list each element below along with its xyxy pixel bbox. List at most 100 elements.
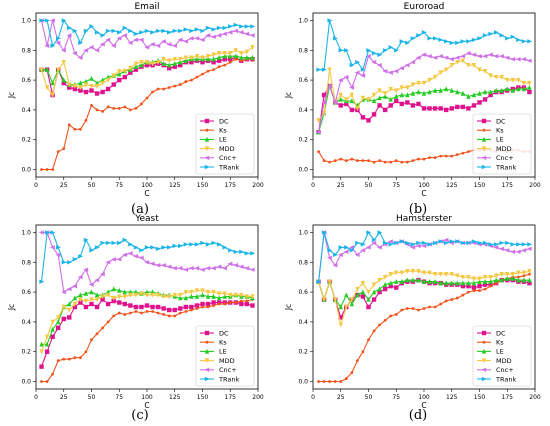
legend-marker [481,376,487,382]
data-point [344,377,348,380]
data-point [482,240,488,246]
data-point [72,295,78,301]
data-point [499,240,505,246]
data-point [95,332,99,336]
data-point [94,91,100,96]
data-point [205,25,211,31]
data-point [111,295,116,301]
data-point [78,297,83,303]
data-point [178,57,183,62]
data-point [432,55,438,60]
data-point [504,55,510,60]
x-tick-label: 25 [60,182,68,189]
data-point [249,33,255,38]
data-point [421,270,427,276]
data-point [411,159,415,163]
legend-entry: Ks [219,127,227,135]
data-point [211,52,216,58]
legend-entry: Cnc+ [496,366,514,374]
data-point [428,305,431,309]
data-point [322,159,326,163]
data-point [361,159,365,163]
data-point [410,90,416,96]
data-point [78,40,84,46]
data-point [527,280,532,286]
data-point [199,37,205,43]
x-tick-label: 175 [225,394,237,401]
data-point [371,289,377,295]
data-point [371,297,377,302]
data-point [39,341,44,347]
data-point [94,304,100,310]
data-point [382,91,388,97]
y-tick-label: 0.2 [298,349,308,356]
data-point [228,53,233,59]
data-point [477,276,482,282]
x-tick-label: 150 [474,182,486,189]
data-point [122,25,128,31]
data-point [188,36,194,41]
data-point [510,57,515,62]
chart-panel: Yeast 0 25 50 75 100 125 150 175 200 0.0 0.2 0.4 0.6 0… [7,214,264,410]
data-point [333,159,337,163]
data-point [233,292,238,298]
data-point [372,160,376,164]
legend-marker [482,128,486,132]
data-point [444,107,449,113]
data-point [139,60,144,65]
data-point [410,245,416,250]
legend-marker [481,146,487,152]
data-point [349,85,355,90]
data-point [44,341,50,347]
data-point [249,267,255,272]
data-point [444,280,449,286]
data-point [461,151,465,155]
x-tick-label: 0 [311,394,315,401]
data-point [50,319,55,325]
data-point [155,263,161,268]
data-point [51,372,55,376]
data-point [66,286,72,292]
x-axis-label: C [144,189,149,198]
y-tick-label: 0.6 [21,77,31,84]
data-point [477,283,482,289]
data-point [399,85,404,91]
data-point [477,67,482,73]
legend-entry: LE [219,136,227,144]
data-point [122,301,127,307]
data-point [128,70,133,75]
x-tick-label: 200 [252,182,264,189]
data-point [349,301,355,307]
data-point [438,280,443,286]
data-point [516,275,520,279]
data-point [377,230,383,235]
data-point [466,62,471,68]
series-cncplus [315,51,532,135]
x-axis-label: C [421,189,426,198]
data-point [371,240,377,246]
data-point [61,80,66,86]
data-point [394,278,399,284]
data-point [78,292,83,298]
data-point [332,100,338,105]
data-point [83,267,89,272]
y-tick-label: 0.0 [298,379,308,386]
x-tick-label: 150 [474,394,486,401]
legend-marker [204,136,210,142]
data-point [228,24,233,29]
data-point [228,57,233,62]
data-point [317,150,320,154]
data-point [476,54,482,59]
data-point [455,280,460,286]
data-point [133,37,139,43]
y-tick-label: 0.6 [298,77,308,84]
data-point [211,293,216,299]
data-point [250,55,255,60]
data-point [233,53,238,59]
data-point [222,291,227,297]
data-point [238,30,244,35]
data-point [239,59,243,63]
data-point [205,301,211,307]
legend-marker [204,358,210,364]
